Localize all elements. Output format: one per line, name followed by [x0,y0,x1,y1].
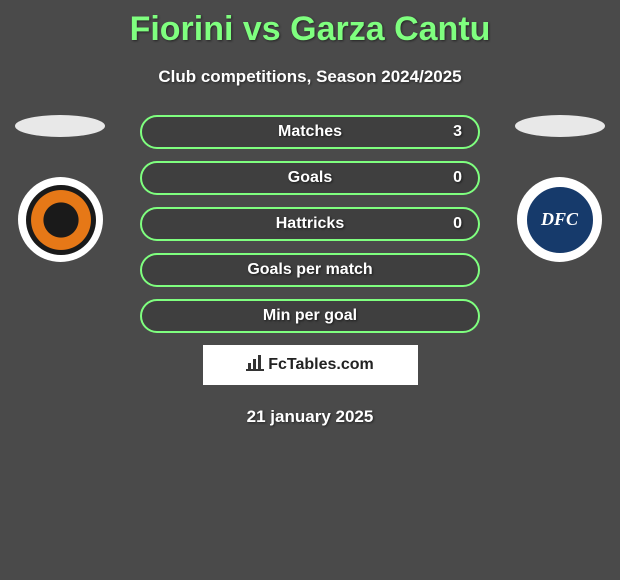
stat-row-min-per-goal: Min per goal [140,299,480,333]
page-title: Fiorini vs Garza Cantu [0,0,620,49]
stat-value: 0 [453,169,462,187]
team-badge-left [18,177,103,262]
stat-row-goals: Goals 0 [140,161,480,195]
stat-value: 3 [453,123,462,141]
player-photo-right [515,115,605,137]
stat-label: Goals per match [247,261,372,279]
stat-row-matches: Matches 3 [140,115,480,149]
footer-date: 21 january 2025 [0,407,620,427]
stat-row-goals-per-match: Goals per match [140,253,480,287]
watermark-text: FcTables.com [268,356,374,374]
team-crest-right-icon: DFC [525,185,595,255]
stat-label: Goals [288,169,332,187]
stat-label: Hattricks [276,215,344,233]
stats-list: Matches 3 Goals 0 Hattricks 0 Goals per … [140,115,480,333]
stat-label: Min per goal [263,307,357,325]
stat-row-hattricks: Hattricks 0 [140,207,480,241]
comparison-area: DFC Matches 3 Goals 0 Hattricks 0 Goals … [0,115,620,427]
player-photo-left [15,115,105,137]
team-crest-left-icon [26,185,96,255]
team-badge-right: DFC [517,177,602,262]
stat-value: 0 [453,215,462,233]
team-monogram-right: DFC [541,209,578,230]
watermark: FcTables.com [203,345,418,385]
stat-label: Matches [278,123,342,141]
chart-icon [246,355,264,376]
page-subtitle: Club competitions, Season 2024/2025 [0,67,620,87]
